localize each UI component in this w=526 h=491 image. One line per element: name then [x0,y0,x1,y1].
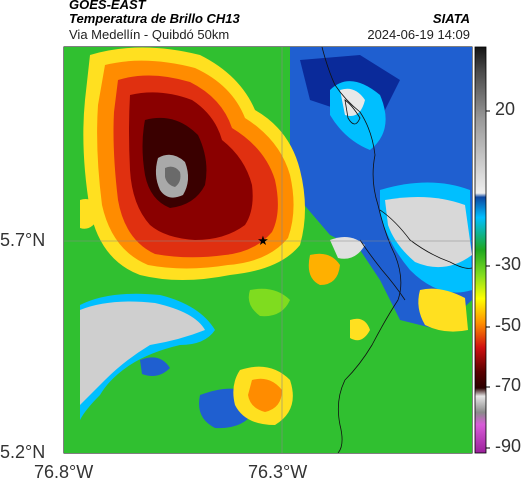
lon-tick-label: 76.8°W [34,462,94,482]
clear-sky-area [80,301,205,405]
organization-label: SIATA [432,11,470,26]
cold-cloud-patch [248,378,282,412]
satellite-name: GOES-EAST [69,0,146,12]
river-line [379,209,472,269]
clear-sky-area [385,196,472,268]
lat-tick-label: 5.7°N [0,230,46,250]
colorbar-tick-label: 20 [495,99,516,119]
lat-tick-label: 5.2°N [0,442,46,462]
colorbar [474,46,487,454]
timestamp: 2024-06-19 14:09 [367,27,470,42]
country-border [321,47,402,453]
colorbar-tick-label: -50 [495,315,522,335]
colorbar-tick-label: -70 [495,375,522,395]
coast-line [344,99,361,125]
cold-cloud-patch [350,318,370,341]
river-line [359,239,406,301]
colorbar-tick-label: -30 [495,254,522,274]
overshooting-top-center [165,166,181,187]
cold-cloud-patch [308,253,340,285]
region-label: Via Medellín - Quibdó 50km [69,27,230,42]
colorbar-tick-label: -90 [495,436,522,456]
cloud-layer-mid-light [248,288,290,317]
lon-tick-label: 76.3°W [248,462,308,482]
cold-cloud-patch [418,288,468,332]
cloud-field [64,47,472,453]
clear-sky-area [330,236,365,259]
site-marker-icon: ★ [257,233,269,248]
product-title: Temperatura de Brillo CH13 [69,11,240,26]
cloud-layer-warm [140,357,170,376]
cold-cloud-patch [80,199,100,229]
